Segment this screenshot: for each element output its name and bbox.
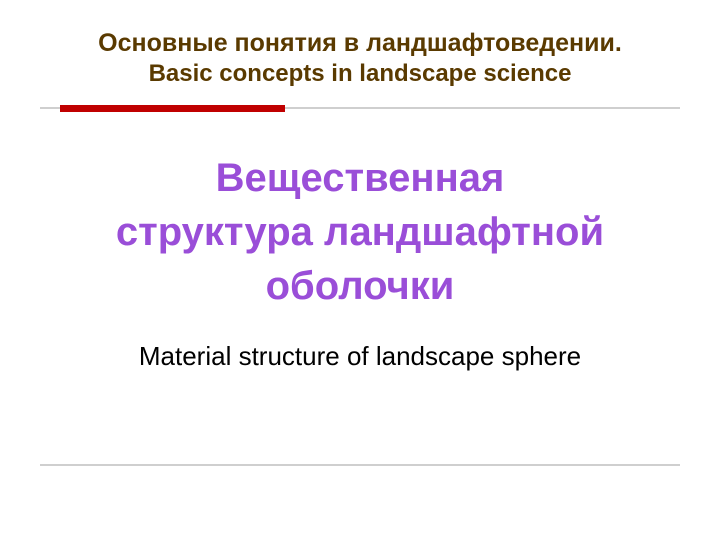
footer-divider bbox=[40, 464, 680, 466]
slide-header: Основные понятия в ландшафтоведении. Bas… bbox=[40, 28, 680, 89]
main-title-line2: структура ландшафтной bbox=[40, 205, 680, 259]
header-divider bbox=[40, 103, 680, 113]
divider-red-accent bbox=[60, 105, 285, 112]
header-title-en: Basic concepts in landscape science bbox=[40, 59, 680, 89]
header-title-ru: Основные понятия в ландшафтоведении. bbox=[40, 28, 680, 59]
slide: Основные понятия в ландшафтоведении. Bas… bbox=[0, 0, 720, 540]
main-title-line1: Вещественная bbox=[40, 151, 680, 205]
main-title: Вещественная структура ландшафтной оболо… bbox=[40, 151, 680, 313]
main-title-line3: оболочки bbox=[40, 259, 680, 313]
subtitle-en: Material structure of landscape sphere bbox=[40, 341, 680, 372]
